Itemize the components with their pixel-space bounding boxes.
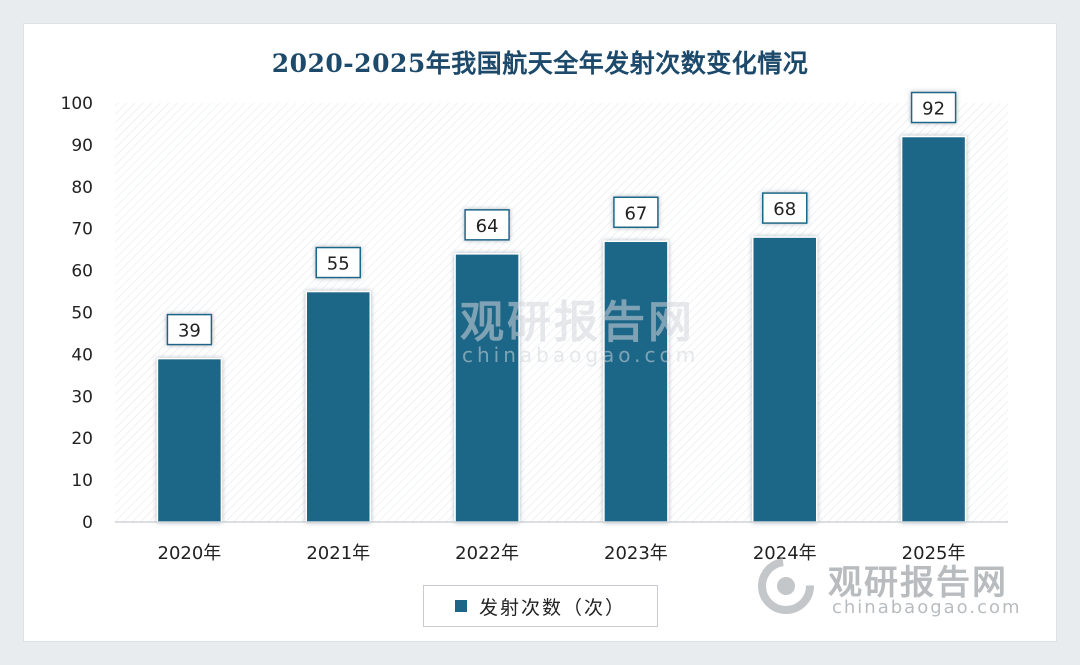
y-tick-label: 60 [71, 262, 93, 282]
chart-legend: 发射次数（次） [423, 585, 658, 627]
legend-label: 发射次数（次） [478, 596, 626, 619]
y-tick-label: 30 [71, 387, 93, 407]
y-tick-label: 100 [61, 94, 93, 114]
bar [454, 253, 520, 523]
data-label: 92 [922, 99, 945, 120]
data-label-box [613, 196, 659, 229]
legend-swatch [454, 600, 467, 612]
watermark-site: chinabaogao.com [832, 597, 1022, 618]
watermark-brand: 观研报告网 [828, 563, 1008, 603]
y-tick-label: 0 [82, 513, 93, 533]
x-tick-label: 2020年 [158, 543, 222, 564]
y-tick-label: 40 [71, 345, 93, 365]
x-tick-label: 2025年 [902, 543, 966, 564]
x-tick-label: 2022年 [455, 543, 519, 564]
x-tick-label: 2023年 [604, 543, 668, 564]
y-tick-label: 10 [71, 471, 93, 491]
center-watermark-site: chinabaogao.com [462, 343, 700, 367]
data-label-box [910, 91, 957, 124]
data-label: 67 [624, 203, 647, 224]
y-tick-label: 90 [71, 136, 93, 156]
data-label-box [762, 192, 808, 224]
bar [603, 240, 669, 523]
y-tick-label: 50 [71, 304, 93, 324]
bar [305, 290, 371, 523]
plot-area [115, 103, 1008, 522]
data-label-box [464, 209, 510, 241]
bar [156, 357, 223, 523]
data-label: 68 [773, 199, 796, 220]
y-tick-label: 70 [71, 220, 93, 240]
y-tick-label: 20 [71, 429, 93, 449]
chart-title: 2020-2025年我国航天全年发射次数变化情况 [271, 49, 809, 78]
data-label: 55 [327, 254, 350, 275]
watermark-logo-icon [758, 558, 814, 614]
data-label-box [166, 313, 213, 346]
data-label-box [315, 246, 361, 279]
center-watermark-brand: 观研报告网 [460, 297, 695, 348]
y-tick-label: 80 [71, 178, 93, 198]
x-tick-label: 2021年 [306, 543, 370, 564]
bar [752, 236, 818, 523]
data-label: 64 [476, 216, 499, 237]
data-label: 39 [178, 321, 201, 342]
bar [900, 135, 967, 523]
x-tick-label: 2024年 [753, 543, 817, 564]
